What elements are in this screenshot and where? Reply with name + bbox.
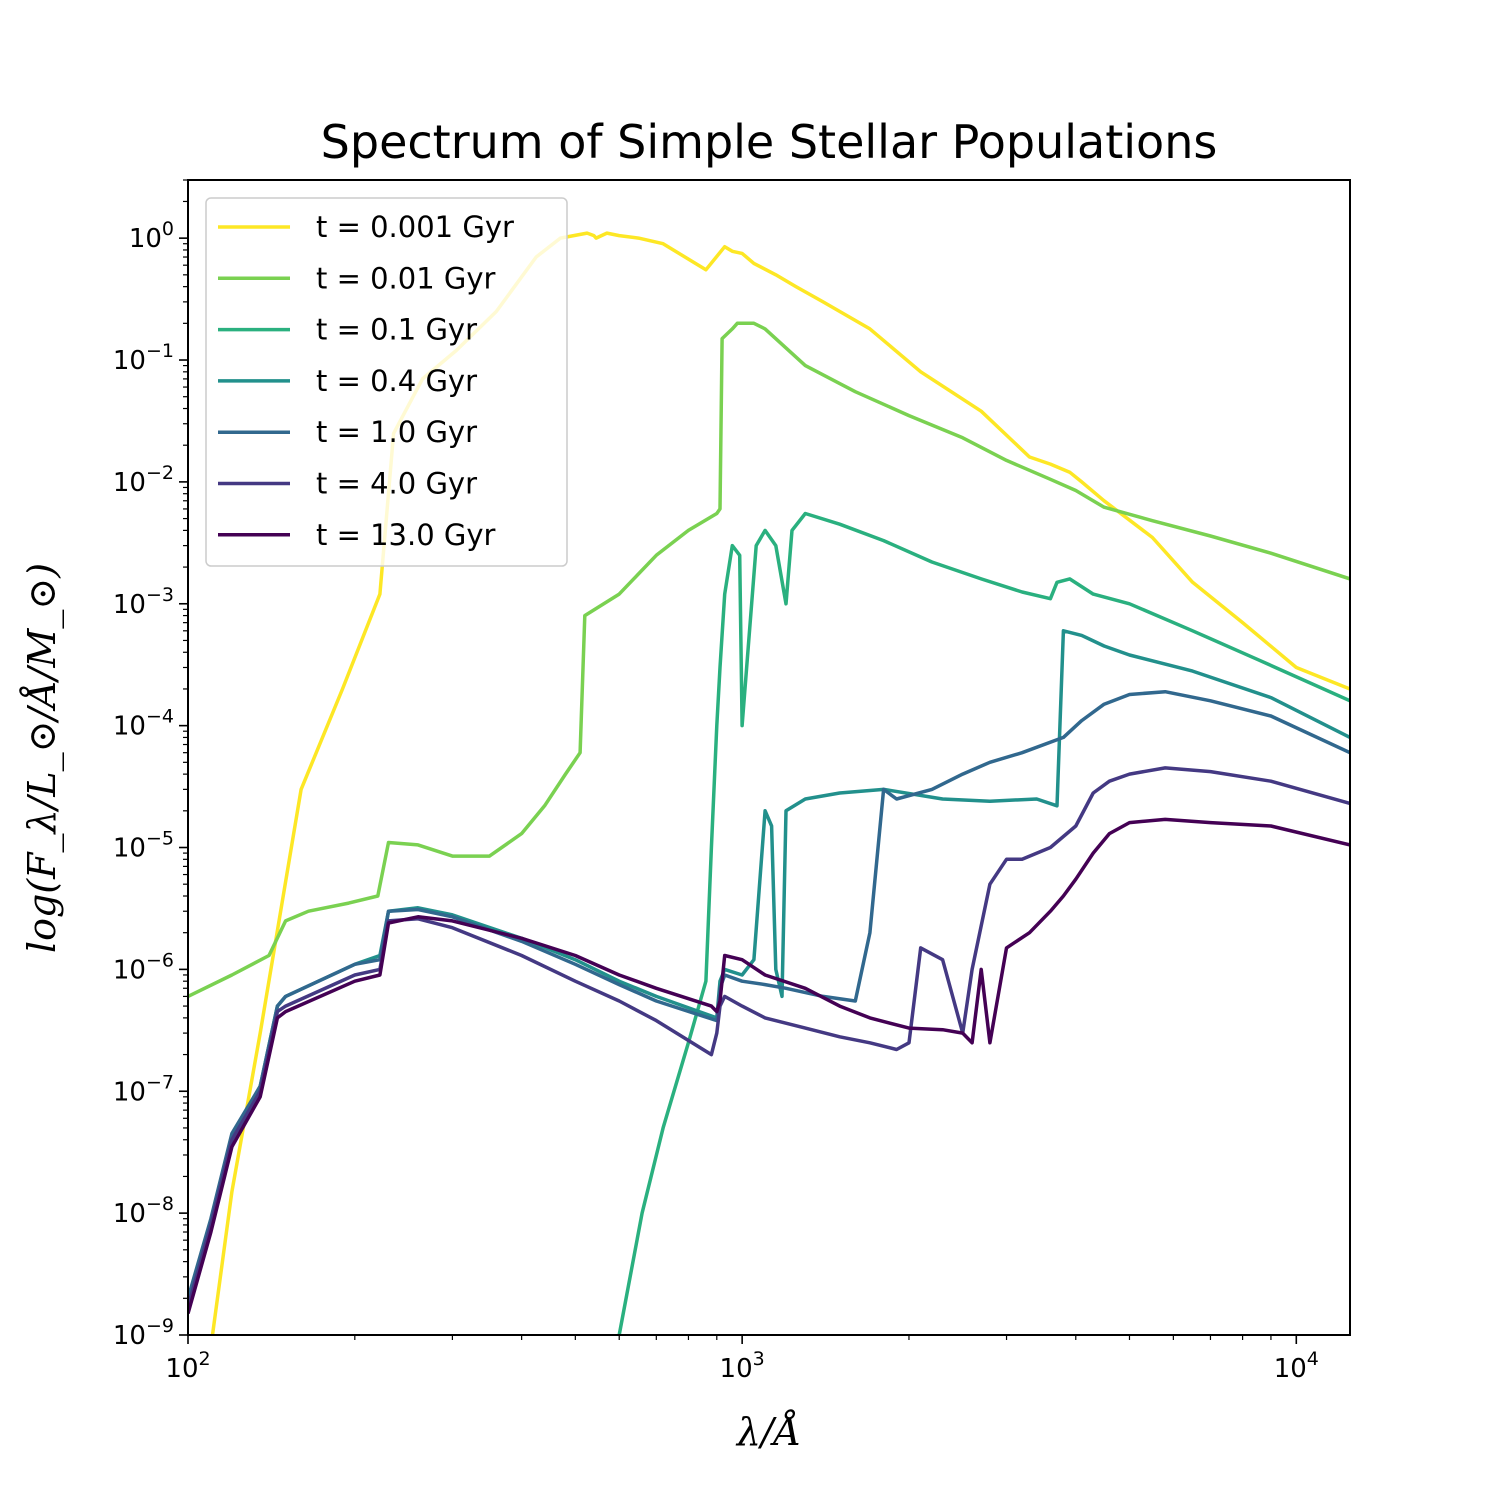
legend-box: [205, 197, 568, 567]
y-tick-label-0: 100: [129, 218, 174, 254]
series-line-4: [188, 689, 1350, 1299]
y-tick-label-3: 10−3: [113, 584, 174, 620]
plot-frame: [187, 179, 1351, 1336]
major-ticks: 102 103 104 100 10−1 10−2 10−3 10−4 10−5 10−6 10−7…: [113, 218, 1319, 1384]
x-tick-label-1: 103: [720, 1348, 765, 1384]
y-tick-label-8: 10−8: [113, 1193, 174, 1229]
y-tick-label-6: 10−6: [113, 949, 174, 985]
x-tick-label-2: 104: [1274, 1348, 1319, 1384]
chart-title: Spectrum of Simple Stellar Populations: [321, 115, 1218, 169]
y-tick-label-9: 10−9: [113, 1315, 174, 1351]
series-line-2: [617, 511, 1350, 1335]
y-tick-label-1: 10−1: [113, 340, 174, 376]
y-tick-label-2: 10−2: [113, 462, 174, 498]
series-line-5: [188, 766, 1350, 1308]
series-line-6: [188, 817, 1350, 1314]
x-tick-label-0: 102: [165, 1348, 210, 1384]
legend-label-2: t = 0.1 Gyr: [316, 313, 477, 347]
legend-label-1: t = 0.01 Gyr: [316, 261, 496, 295]
y-tick-label-4: 10−4: [113, 706, 174, 742]
legend: t = 0.001 Gyr t = 0.01 Gyr t = 0.1 Gyr t = …: [205, 197, 568, 567]
y-axis-label: log(F_λ/L_⊙/Å/M_⊙): [20, 563, 65, 953]
legend-label-0: t = 0.001 Gyr: [316, 210, 514, 244]
series-line-1: [188, 321, 1350, 998]
legend-label-3: t = 0.4 Gyr: [316, 364, 477, 398]
legend-label-5: t = 4.0 Gyr: [316, 467, 477, 501]
legend-label-6: t = 13.0 Gyr: [316, 518, 496, 552]
y-tick-label-7: 10−7: [113, 1071, 174, 1107]
legend-label-4: t = 1.0 Gyr: [316, 415, 477, 449]
x-axis-label: λ/Å: [735, 1410, 801, 1454]
y-tick-label-5: 10−5: [113, 828, 174, 864]
